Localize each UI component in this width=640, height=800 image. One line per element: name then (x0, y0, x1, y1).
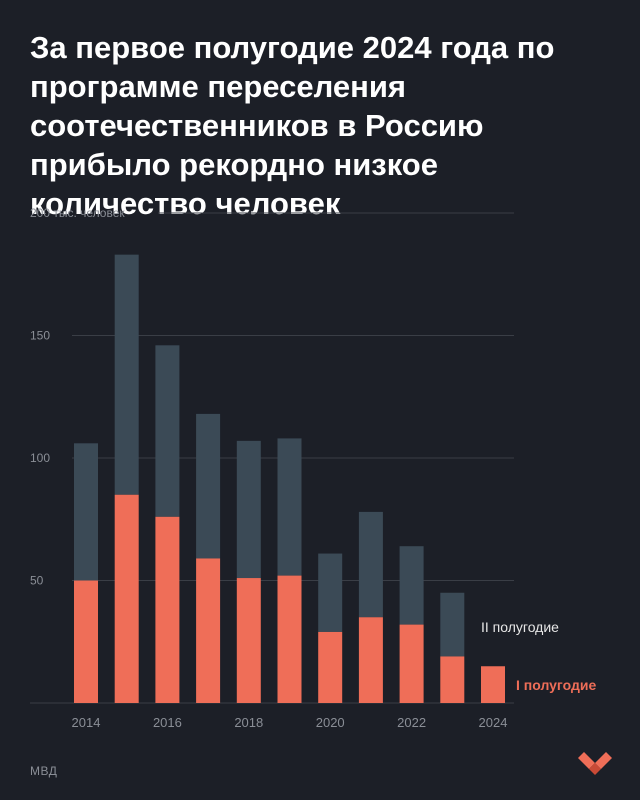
bar-h1-2015 (114, 494, 139, 703)
y-tick-label: 50 (30, 574, 44, 588)
bars (74, 254, 505, 703)
bar-h1-2018 (236, 578, 261, 703)
bar-h1-2021 (358, 617, 383, 703)
source-label: МВД (30, 764, 58, 778)
legend-h2: II полугодие (481, 619, 559, 635)
legend: II полугодие I полугодие (481, 619, 596, 693)
bar-h1-2019 (277, 575, 302, 703)
x-tick-label: 2018 (234, 715, 263, 730)
y-tick-label: 150 (30, 329, 50, 343)
bar-h1-2022 (399, 624, 424, 703)
bar-h1-2017 (196, 558, 221, 703)
x-tick-label: 2024 (479, 715, 508, 730)
bar-h2-2019 (277, 438, 302, 576)
bar-h2-2018 (236, 440, 261, 579)
stacked-bar-chart: 50 100 150 200 тыс. человек 2014 2016 2018 202… (30, 206, 596, 730)
bar-h2-2023 (440, 592, 465, 657)
bar-h1-2024 (481, 666, 505, 703)
chart-title: За первое полугодие 2024 года по програм… (30, 30, 555, 221)
x-tick-label: 2014 (72, 715, 101, 730)
bar-h2-2020 (318, 553, 343, 632)
bar-h2-2017 (196, 413, 221, 559)
bar-h1-2023 (440, 656, 465, 703)
x-tick-label: 2020 (316, 715, 345, 730)
bar-h2-2015 (114, 254, 139, 495)
bar-h2-2022 (399, 546, 424, 625)
x-axis: 2014 2016 2018 2020 2022 2024 (72, 715, 508, 730)
x-tick-label: 2022 (397, 715, 426, 730)
bar-h1-2014 (74, 580, 98, 703)
bar-h2-2021 (358, 511, 383, 618)
bar-h2-2014 (74, 443, 98, 581)
legend-h1: I полугодие (516, 677, 596, 693)
y-tick-label: 100 (30, 451, 50, 465)
brand-logo-icon (578, 752, 612, 775)
x-tick-label: 2016 (153, 715, 182, 730)
bar-h1-2020 (318, 631, 343, 703)
bar-h2-2016 (155, 345, 180, 517)
y-tick-label: 200 тыс. человек (30, 206, 125, 220)
bar-h1-2016 (155, 516, 180, 703)
